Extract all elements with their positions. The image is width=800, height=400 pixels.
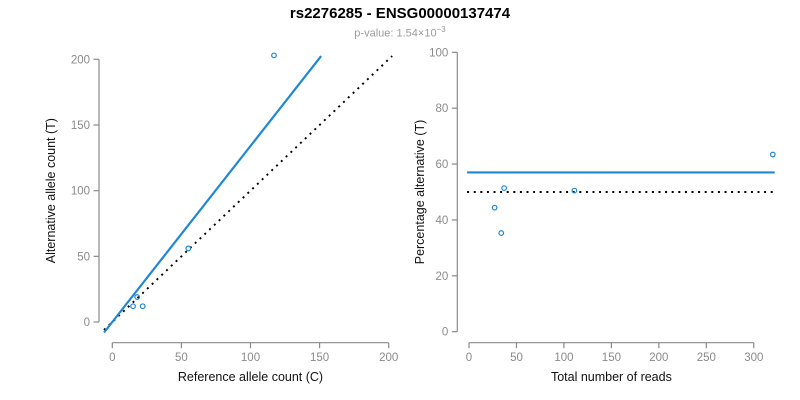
p-value-text: p-value: 1.54×10 bbox=[354, 27, 437, 40]
x-tick-label: 0 bbox=[466, 352, 472, 364]
x-tick-label: 100 bbox=[554, 352, 573, 364]
identity-line bbox=[103, 55, 393, 331]
y-tick-label: 80 bbox=[436, 103, 449, 115]
data-point bbox=[134, 294, 141, 300]
left-scatter-plot: 0 50 100 150 200 0 50 100 150 200 Reference allele… bbox=[44, 52, 398, 384]
y-axis-title: Alternative allele count (T) bbox=[44, 118, 58, 263]
data-point bbox=[130, 303, 136, 310]
x-tick-label: 200 bbox=[649, 352, 668, 364]
data-point bbox=[271, 52, 277, 59]
figure-title: rs2276285 - ENSG00000137474 bbox=[289, 5, 511, 22]
fitted-ratio-line bbox=[103, 55, 323, 334]
y-tick-label: 0 bbox=[84, 317, 90, 329]
y-tick-label: 20 bbox=[436, 271, 449, 283]
y-tick-label: 50 bbox=[77, 251, 90, 263]
y-tick-label: 40 bbox=[436, 215, 449, 227]
y-axis-title: Percentage alternative (T) bbox=[413, 120, 427, 265]
data-point bbox=[769, 151, 776, 158]
y-tick-label: 200 bbox=[71, 54, 90, 66]
data-point bbox=[139, 303, 146, 310]
y-tick-label: 0 bbox=[442, 327, 448, 339]
x-tick-label: 200 bbox=[379, 352, 398, 364]
x-tick-label: 150 bbox=[602, 352, 621, 364]
data-point bbox=[491, 204, 498, 211]
p-value-subtitle: p-value: 1.54×10−3 bbox=[0, 25, 800, 40]
p-value-exponent: −3 bbox=[436, 25, 446, 34]
x-axis-title: Total number of reads bbox=[551, 370, 672, 384]
data-point bbox=[571, 187, 578, 194]
x-tick-label: 100 bbox=[241, 352, 260, 364]
data-point bbox=[185, 245, 192, 252]
x-tick-label: 50 bbox=[510, 352, 523, 364]
x-axis-title: Reference allele count (C) bbox=[178, 370, 323, 384]
x-tick-label: 50 bbox=[175, 352, 188, 364]
y-tick-label: 100 bbox=[71, 186, 90, 198]
data-point bbox=[501, 185, 508, 191]
x-tick-label: 0 bbox=[109, 352, 115, 364]
y-tick-label: 150 bbox=[71, 120, 90, 132]
x-tick-label: 150 bbox=[310, 352, 329, 364]
data-point bbox=[498, 230, 505, 236]
x-tick-label: 300 bbox=[744, 352, 763, 364]
x-tick-label: 250 bbox=[697, 352, 716, 364]
right-scatter-plot: 0 50 100 150 200 250 300 0 20 40 60 80 100 Total numb… bbox=[413, 47, 776, 384]
y-tick-label: 100 bbox=[429, 47, 448, 59]
y-tick-label: 60 bbox=[436, 159, 449, 171]
